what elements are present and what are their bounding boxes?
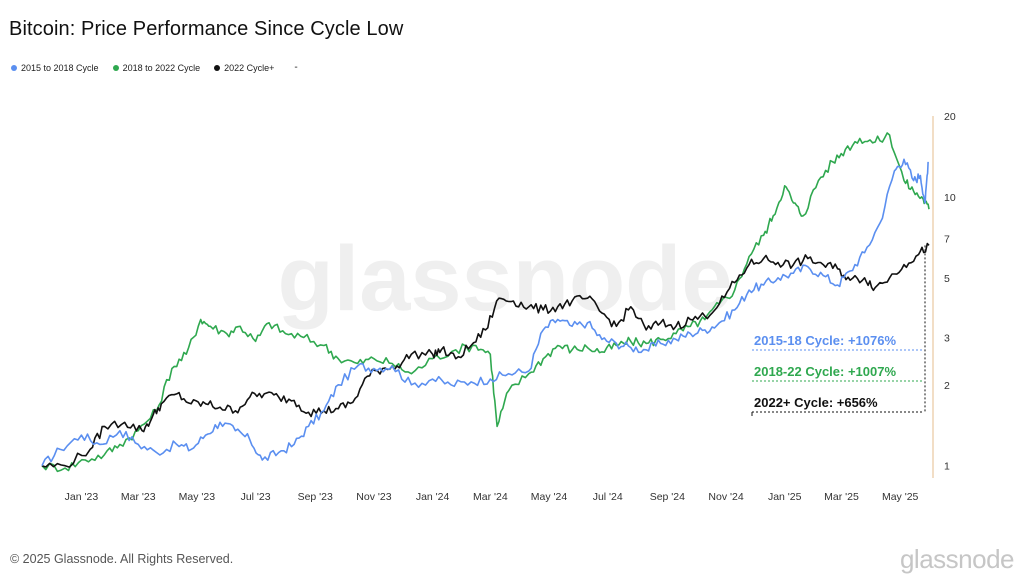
- watermark-text: glassnode: [277, 228, 732, 330]
- annotation-label: 2022+ Cycle: +656%: [754, 395, 878, 410]
- legend-dot-icon: [214, 64, 221, 71]
- copyright-text: © 2025 Glassnode. All Rights Reserved.: [10, 552, 234, 566]
- chart-title: Bitcoin: Price Performance Since Cycle L…: [9, 18, 404, 40]
- x-tick-label: Nov '23: [356, 491, 391, 503]
- x-tick-label: May '25: [882, 491, 919, 503]
- x-tick-label: Sep '24: [650, 491, 685, 503]
- x-tick-label: Sep '23: [298, 491, 333, 503]
- legend-label: 2022 Cycle+: [224, 62, 275, 73]
- series-line-0: [41, 158, 929, 467]
- legend-item-2015-2018[interactable]: 2015 to 2018 Cycle: [11, 63, 99, 73]
- x-tick-label: May '24: [531, 491, 568, 503]
- x-tick-label: Jan '25: [768, 491, 802, 503]
- x-tick-label: Mar '25: [824, 491, 859, 503]
- x-tick-label: Mar '24: [473, 491, 508, 503]
- series-line-2: [41, 242, 930, 468]
- legend-label: 2015 to 2018 Cycle: [21, 62, 99, 73]
- legend-dot-icon: [11, 64, 17, 71]
- annotation-label: 2015-18 Cycle: +1076%: [754, 333, 896, 348]
- annotation-label: 2018-22 Cycle: +1007%: [754, 364, 896, 379]
- x-tick-label: Jul '24: [593, 491, 623, 503]
- chart-legend: 2015 to 2018 Cycle 2018 to 2022 Cycle 20…: [11, 62, 298, 73]
- legend-item-2018-2022[interactable]: 2018 to 2022 Cycle: [112, 62, 201, 73]
- legend-dot-icon: [112, 64, 119, 71]
- x-tick-label: Mar '23: [121, 491, 156, 503]
- y-tick-label: 2: [944, 380, 950, 392]
- legend-extra: -: [294, 62, 298, 73]
- x-tick-label: May '23: [179, 491, 216, 503]
- y-tick-label: 5: [944, 273, 950, 285]
- x-tick-label: Jan '24: [416, 491, 450, 503]
- x-tick-label: Jan '23: [65, 491, 99, 503]
- y-tick-label: 20: [944, 111, 956, 123]
- y-tick-label: 1: [944, 461, 950, 473]
- x-tick-label: Nov '24: [708, 491, 743, 503]
- x-tick-label: Jul '23: [241, 491, 271, 503]
- legend-item-2022-plus[interactable]: 2022 Cycle+: [214, 63, 274, 73]
- y-tick-label: 10: [944, 192, 956, 204]
- y-tick-label: 3: [944, 332, 950, 344]
- series-line-1: [41, 132, 930, 473]
- y-tick-label: 7: [944, 234, 950, 246]
- brand-logo: glassnode: [899, 544, 1015, 574]
- legend-label: 2018 to 2022 Cycle: [122, 62, 201, 73]
